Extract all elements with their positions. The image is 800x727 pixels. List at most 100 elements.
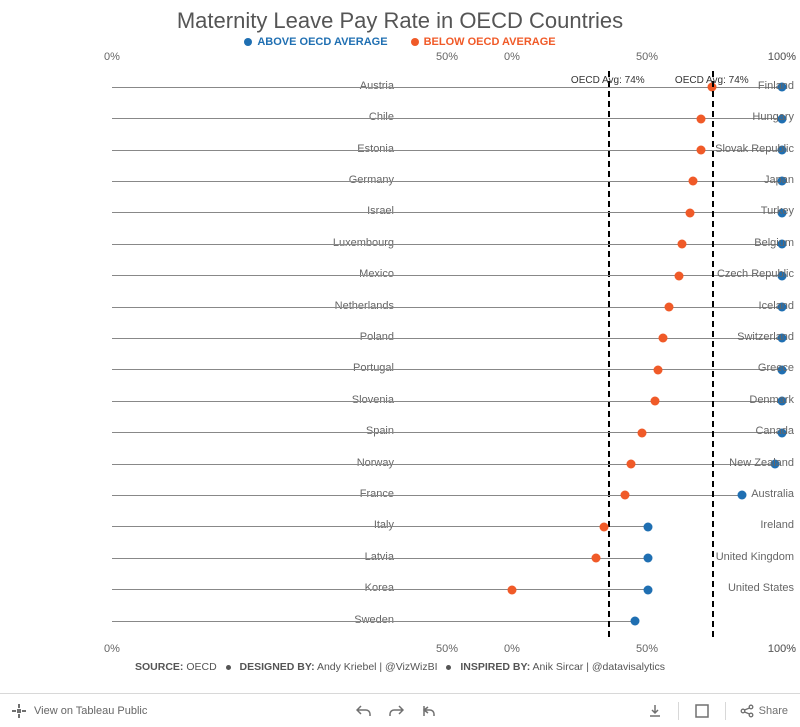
country-label: Portugal (288, 362, 400, 374)
country-label: Denmark (688, 394, 800, 406)
legend-above: ABOVE OECD AVERAGE (244, 36, 387, 48)
credits: SOURCE: OECD DESIGNED BY: Andy Kriebel |… (0, 661, 800, 673)
tableau-logo-icon[interactable] (10, 702, 28, 720)
lollipop-line (512, 150, 701, 151)
share-button[interactable]: Share (740, 704, 788, 718)
data-point[interactable] (659, 334, 668, 343)
download-icon[interactable] (646, 702, 664, 720)
data-row: Denmark (400, 401, 800, 402)
data-row: Spain (0, 432, 400, 433)
legend-dot-above (244, 38, 252, 46)
undo-icon[interactable] (355, 702, 373, 720)
lollipop-line (512, 307, 669, 308)
country-label: Italy (288, 519, 400, 531)
country-label: Greece (688, 362, 800, 374)
country-label: Germany (288, 174, 400, 186)
data-point[interactable] (591, 554, 600, 563)
axis-top: 0%50%100% (400, 49, 800, 67)
country-label: Belgium (688, 237, 800, 249)
country-label: Slovenia (288, 394, 400, 406)
data-row: Italy (0, 526, 400, 527)
lollipop-line (512, 526, 604, 527)
legend-below: BELOW OECD AVERAGE (411, 36, 556, 48)
lollipop-line (512, 212, 690, 213)
data-point[interactable] (637, 428, 646, 437)
data-point[interactable] (697, 114, 706, 123)
share-label: Share (759, 705, 788, 717)
data-row: Canada (400, 432, 800, 433)
data-row: Turkey (400, 212, 800, 213)
data-row: Poland (0, 338, 400, 339)
data-point[interactable] (686, 208, 695, 217)
reset-icon[interactable] (419, 702, 437, 720)
lollipop-line (512, 87, 712, 88)
lollipop-line (512, 369, 658, 370)
data-point[interactable] (621, 491, 630, 500)
data-row: United States (400, 589, 800, 590)
data-point[interactable] (653, 365, 662, 374)
data-point[interactable] (675, 271, 684, 280)
tick-label: 0% (504, 51, 520, 63)
country-label: Canada (688, 425, 800, 437)
tableau-footer: View on Tableau Public Share (0, 693, 800, 727)
country-label: Switzerland (688, 331, 800, 343)
data-point[interactable] (626, 460, 635, 469)
data-row: Iceland (400, 307, 800, 308)
legend-below-label: BELOW OECD AVERAGE (424, 36, 556, 48)
data-point[interactable] (651, 397, 660, 406)
country-label: Luxembourg (288, 237, 400, 249)
data-row: Finland (400, 87, 800, 88)
lollipop-line (512, 275, 679, 276)
lollipop-line (512, 401, 655, 402)
tick-label: 100% (768, 643, 796, 655)
country-label: New Zealand (688, 457, 800, 469)
footer-divider (725, 702, 726, 720)
fullscreen-icon[interactable] (693, 702, 711, 720)
plot-area: FinlandHungarySlovak RepublicJapanTurkey… (400, 71, 800, 637)
axis-top: 0%50%100% (0, 49, 400, 67)
view-on-tableau-link[interactable]: View on Tableau Public (34, 705, 147, 717)
data-point[interactable] (508, 585, 517, 594)
data-row: Portugal (0, 369, 400, 370)
data-row: Germany (0, 181, 400, 182)
chart-container: Maternity Leave Pay Rate in OECD Countri… (0, 0, 800, 693)
data-point[interactable] (599, 522, 608, 531)
country-label: Netherlands (288, 300, 400, 312)
lollipop-line (512, 181, 693, 182)
tick-label: 0% (104, 51, 120, 63)
data-row: Netherlands (0, 307, 400, 308)
data-point[interactable] (697, 146, 706, 155)
data-row: Estonia (0, 150, 400, 151)
country-label: Sweden (288, 614, 400, 626)
chart-panel-below: FinlandHungarySlovak RepublicJapanTurkey… (400, 49, 800, 659)
tick-label: 100% (768, 51, 796, 63)
redo-icon[interactable] (387, 702, 405, 720)
designed-value: Andy Kriebel | @VizWizBI (317, 661, 438, 673)
lollipop-line (512, 338, 663, 339)
lollipop-line (512, 464, 631, 465)
data-row: Switzerland (400, 338, 800, 339)
country-label: France (288, 488, 400, 500)
lollipop-line (512, 495, 625, 496)
legend-above-label: ABOVE OECD AVERAGE (257, 36, 387, 48)
chart-title: Maternity Leave Pay Rate in OECD Countri… (0, 0, 800, 34)
oecd-avg-line (712, 71, 714, 637)
lollipop-line (512, 432, 642, 433)
plot-area: AustriaChileEstoniaGermanyIsraelLuxembou… (0, 71, 400, 637)
country-label: Estonia (288, 143, 400, 155)
footer-left: View on Tableau Public (0, 702, 147, 720)
data-point[interactable] (664, 303, 673, 312)
lollipop-line (512, 118, 701, 119)
legend: ABOVE OECD AVERAGE BELOW OECD AVERAGE (0, 36, 800, 49)
inspired-label: INSPIRED BY: (460, 661, 530, 673)
country-label: Israel (288, 205, 400, 217)
data-point[interactable] (678, 240, 687, 249)
chart-panel-above: AustriaChileEstoniaGermanyIsraelLuxembou… (0, 49, 400, 659)
country-label: Norway (288, 457, 400, 469)
data-point[interactable] (688, 177, 697, 186)
data-row: Israel (0, 212, 400, 213)
country-label: Ireland (688, 519, 800, 531)
country-label: Chile (288, 111, 400, 123)
data-row: Latvia (0, 558, 400, 559)
data-row: Sweden (0, 621, 400, 622)
